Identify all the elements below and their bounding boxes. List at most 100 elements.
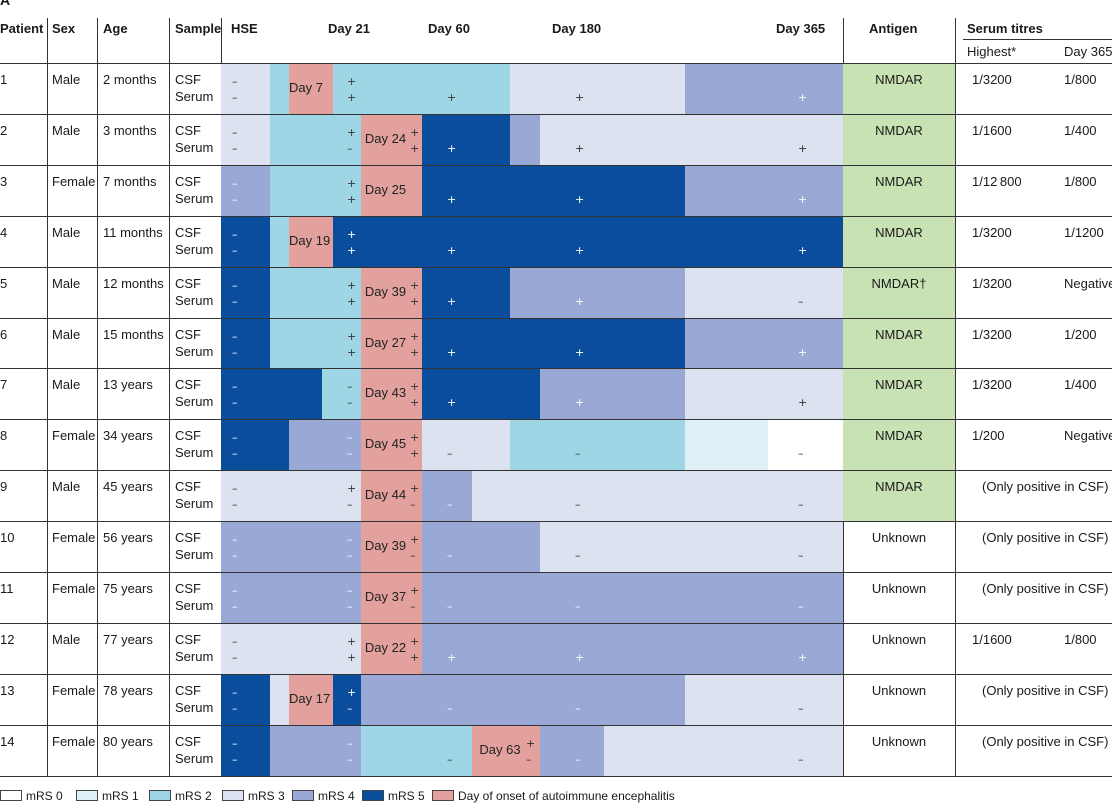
serum-result-mark: +	[347, 193, 357, 206]
sample-csf: CSF	[175, 72, 201, 87]
serum-result-mark: –	[347, 396, 353, 409]
column-divider	[955, 18, 956, 777]
serum-titres-underline	[963, 39, 1112, 40]
sample-serum: Serum	[175, 242, 214, 257]
status-segment-mrs2	[270, 319, 361, 368]
titre-highest: 1/1600	[972, 632, 1012, 647]
csf-result-mark: +	[410, 533, 420, 546]
serum-result-mark: –	[232, 549, 238, 562]
serum-result-mark: –	[447, 549, 453, 562]
status-segment-mrs5	[422, 369, 540, 419]
csf-result-mark: –	[232, 635, 238, 648]
serum-result-mark: –	[798, 295, 804, 308]
titres-note: (Only positive in CSF)	[982, 683, 1109, 698]
header-age: Age	[103, 21, 128, 36]
onset-day-label: Day 27	[364, 335, 407, 350]
onset-segment	[289, 675, 333, 725]
sample-csf: CSF	[175, 377, 201, 392]
status-segment-mrs4	[221, 166, 270, 216]
onset-day-label: Day 22	[364, 640, 407, 655]
csf-result-mark: +	[410, 330, 420, 343]
row-divider	[0, 572, 1112, 573]
status-segment-mrs3	[510, 64, 685, 114]
csf-result-mark: –	[232, 177, 238, 190]
status-segment-mrs4	[422, 573, 843, 623]
status-segment-mrs3	[685, 369, 843, 419]
sample-csf: CSF	[175, 632, 201, 647]
status-segment-mrs3	[685, 268, 843, 318]
sample-serum: Serum	[175, 394, 214, 409]
csf-result-mark: +	[526, 737, 536, 750]
titre-highest: 1/12 800	[972, 174, 1022, 189]
antigen-value: NMDAR†	[871, 276, 927, 291]
antigen-value: Unknown	[871, 530, 927, 545]
csf-result-mark: +	[347, 75, 357, 88]
status-segment-mrs4	[422, 471, 472, 521]
serum-result-mark: –	[410, 549, 416, 562]
sample-serum: Serum	[175, 598, 214, 613]
onset-day-label: Day 25	[364, 182, 407, 197]
patient-age: 7 months	[103, 174, 157, 189]
status-segment-mrs4	[540, 369, 685, 419]
antigen-value: NMDAR	[875, 428, 923, 443]
status-segment-mrs3	[472, 471, 843, 521]
serum-result-mark: +	[447, 396, 457, 409]
sample-serum: Serum	[175, 751, 214, 766]
csf-result-mark: +	[410, 482, 420, 495]
patient-age: 15 months	[103, 327, 164, 342]
status-segment-mrs4	[289, 420, 361, 470]
onset-day-label: Day 37	[364, 589, 407, 604]
legend-label: Day of onset of autoimmune encephalitis	[458, 789, 675, 803]
column-divider	[97, 18, 98, 777]
onset-segment	[361, 624, 422, 674]
patient-sex: Male	[52, 377, 81, 392]
csf-result-mark: –	[347, 380, 353, 393]
csf-result-mark: –	[232, 380, 238, 393]
csf-result-mark: –	[347, 431, 353, 444]
antigen-value: Unknown	[871, 632, 927, 647]
serum-result-mark: +	[347, 295, 357, 308]
serum-result-mark: –	[232, 244, 238, 257]
titre-day365: 1/800	[1064, 632, 1097, 647]
header-patient: Patient	[0, 21, 44, 36]
serum-result-mark: –	[798, 549, 804, 562]
serum-result-mark: –	[232, 702, 238, 715]
csf-result-mark: –	[232, 279, 238, 292]
serum-result-mark: +	[798, 91, 808, 104]
status-segment-mrs3	[604, 726, 843, 776]
status-segment-mrs5	[333, 675, 361, 725]
serum-result-mark: –	[232, 447, 238, 460]
header-day21: Day 21	[328, 21, 370, 36]
patient-sex: Female	[52, 428, 96, 443]
serum-result-mark: +	[447, 346, 457, 359]
status-segment-mrs4	[685, 166, 843, 216]
csf-result-mark: +	[347, 279, 357, 292]
status-segment-mrs4	[270, 726, 361, 776]
sample-csf: CSF	[175, 479, 201, 494]
csf-result-mark: +	[347, 482, 357, 495]
serum-result-mark: +	[575, 346, 585, 359]
legend-label: mRS 1	[102, 789, 139, 803]
antigen-nmdar-bg	[843, 471, 955, 521]
csf-result-mark: –	[347, 533, 353, 546]
csf-result-mark: +	[347, 126, 357, 139]
patient-sex: Female	[52, 174, 96, 189]
status-segment-mrs5	[221, 319, 270, 368]
csf-result-mark: –	[232, 330, 238, 343]
onset-segment	[289, 217, 333, 267]
serum-result-mark: +	[410, 651, 420, 664]
patient-id: 1	[0, 72, 8, 87]
status-segment-mrs5	[221, 369, 322, 419]
titre-day365: Negative	[1064, 276, 1112, 291]
csf-result-mark: –	[232, 431, 238, 444]
serum-result-mark: –	[347, 498, 353, 511]
onset-day-label: Day 44	[364, 487, 407, 502]
titres-note: (Only positive in CSF)	[982, 479, 1109, 494]
antigen-nmdar-bg	[843, 64, 955, 114]
serum-result-mark: –	[798, 498, 804, 511]
serum-result-mark: –	[410, 498, 416, 511]
titre-day365: Negative	[1064, 428, 1112, 443]
onset-segment	[361, 369, 422, 419]
serum-result-mark: –	[347, 549, 353, 562]
header-sex: Sex	[52, 21, 76, 36]
